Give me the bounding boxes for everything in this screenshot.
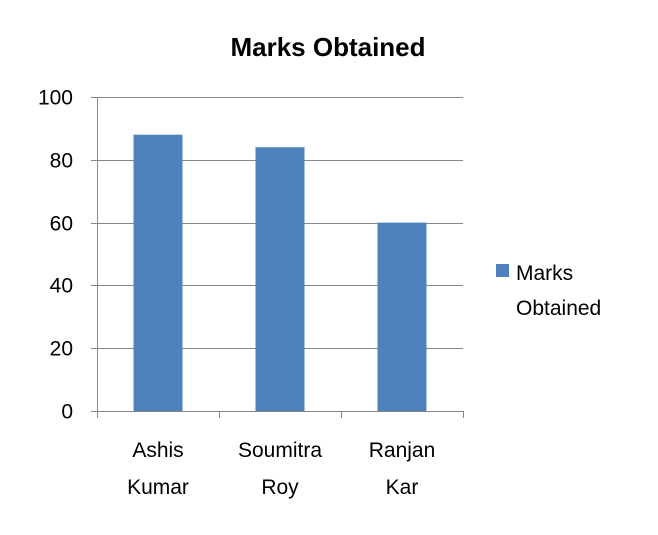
- chart-title: Marks Obtained: [230, 32, 425, 62]
- legend-label: Obtained: [516, 297, 601, 320]
- x-category-label: Ranjan: [369, 439, 436, 462]
- legend-label: Marks: [516, 262, 573, 285]
- x-category-label: Ashis: [132, 439, 183, 462]
- bar: [133, 134, 183, 411]
- x-category-label: Kumar: [127, 476, 189, 499]
- y-tick-label: 40: [50, 275, 73, 298]
- x-category-label: Kar: [386, 476, 419, 499]
- x-category-label: Roy: [261, 476, 299, 499]
- legend: Marks Obtained: [496, 262, 601, 320]
- axes: [91, 97, 464, 418]
- legend-swatch: [496, 264, 509, 277]
- y-axis-tick-labels: 0 20 40 60 80 100: [38, 87, 73, 424]
- x-category-label: Soumitra: [238, 439, 322, 462]
- y-tick-label: 80: [50, 150, 73, 173]
- bar: [377, 222, 427, 411]
- bars: [133, 134, 427, 412]
- y-tick-label: 0: [61, 401, 73, 424]
- y-tick-label: 20: [50, 338, 73, 361]
- x-axis-category-labels: Ashis Kumar Soumitra Roy Ranjan Kar: [127, 439, 435, 499]
- bar: [255, 147, 305, 412]
- y-tick-label: 100: [38, 87, 73, 110]
- y-tick-label: 60: [50, 213, 73, 236]
